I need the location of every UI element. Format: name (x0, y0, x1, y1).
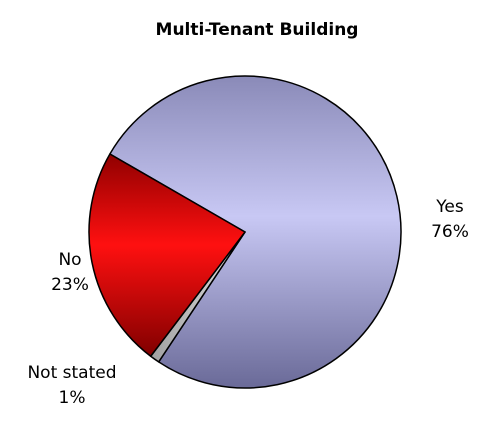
pie-slice (88, 153, 246, 358)
pie-slice (109, 75, 402, 389)
slice-label: Yes (435, 197, 464, 217)
slice-label: Not stated (27, 363, 116, 383)
slice-value-label: 1% (59, 388, 86, 408)
slice-value-label: 23% (51, 275, 89, 295)
slice-value-label: 76% (431, 222, 469, 242)
chart-title: Multi-Tenant Building (156, 20, 359, 40)
slice-label: No (58, 250, 81, 270)
